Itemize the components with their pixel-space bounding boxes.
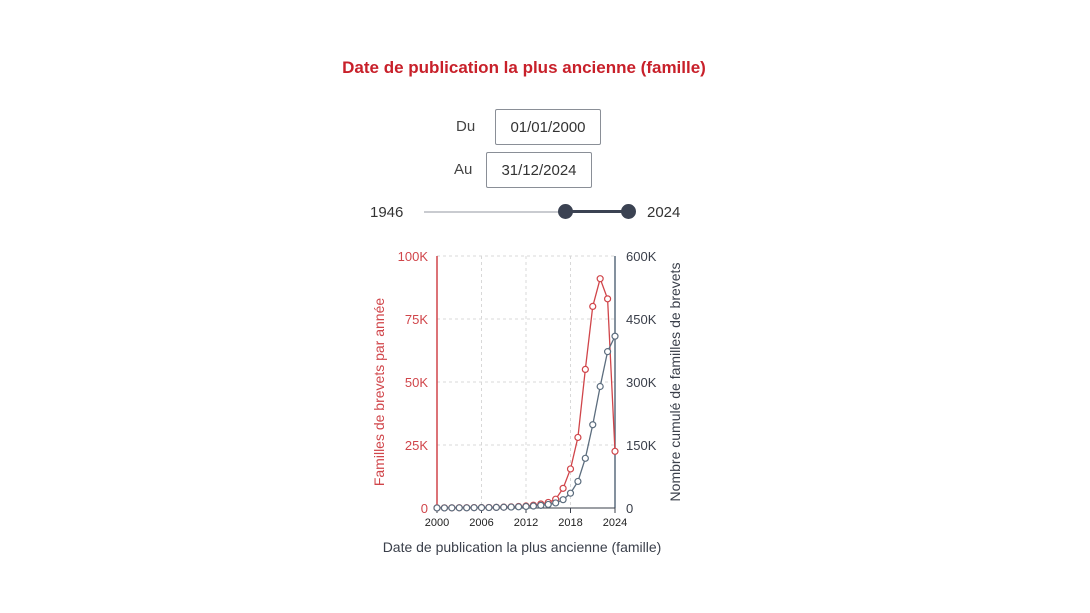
y-left-tick-label: 50K xyxy=(405,375,428,390)
annual-point xyxy=(582,366,588,372)
cumulative-point xyxy=(493,504,499,510)
x-axis-title: Date de publication la plus ancienne (fa… xyxy=(383,539,662,555)
x-tick-label: 2000 xyxy=(425,517,449,529)
cumulative-point xyxy=(553,500,559,506)
annual-point xyxy=(590,303,596,309)
y-left-tick-label: 0 xyxy=(421,501,428,516)
cumulative-point xyxy=(597,383,603,389)
cumulative-point xyxy=(538,502,544,508)
cumulative-point xyxy=(456,505,462,511)
cumulative-point xyxy=(501,504,507,510)
y-left-tick-label: 75K xyxy=(405,312,428,327)
y-right-tick-label: 300K xyxy=(626,375,657,390)
cumulative-point xyxy=(590,422,596,428)
y-left-tick-label: 25K xyxy=(405,438,428,453)
annual-point xyxy=(560,485,566,491)
cumulative-point xyxy=(582,455,588,461)
x-tick-label: 2006 xyxy=(469,517,493,529)
cumulative-point xyxy=(605,349,611,355)
cumulative-point xyxy=(486,505,492,511)
cumulative-point xyxy=(441,505,447,511)
cumulative-point xyxy=(434,505,440,511)
y-right-tick-label: 450K xyxy=(626,312,657,327)
annual-point xyxy=(568,466,574,472)
chart-grid xyxy=(437,256,615,508)
cumulative-point xyxy=(575,478,581,484)
x-tick-label: 2018 xyxy=(558,517,582,529)
y-right-tick-label: 0 xyxy=(626,501,633,516)
cumulative-point xyxy=(508,504,514,510)
cumulative-point xyxy=(516,504,522,510)
cumulative-point xyxy=(530,503,536,509)
cumulative-point xyxy=(523,503,529,509)
cumulative-point xyxy=(464,505,470,511)
y-right-axis-title: Nombre cumulé de familles de brevets xyxy=(667,263,683,502)
cumulative-line xyxy=(437,336,615,508)
cumulative-point xyxy=(612,333,618,339)
y-right-tick-label: 600K xyxy=(626,249,657,264)
annual-point xyxy=(605,296,611,302)
y-right-tick-label: 150K xyxy=(626,438,657,453)
cumulative-point xyxy=(545,501,551,507)
y-left-axis-title: Familles de brevets par année xyxy=(371,298,387,487)
x-tick-label: 2012 xyxy=(514,517,538,529)
annual-point xyxy=(612,448,618,454)
cumulative-point xyxy=(479,505,485,511)
cumulative-point xyxy=(471,505,477,511)
y-left-tick-label: 100K xyxy=(398,249,429,264)
cumulative-point xyxy=(560,497,566,503)
x-tick-label: 2024 xyxy=(603,517,627,529)
cumulative-point xyxy=(568,490,574,496)
cumulative-point xyxy=(449,505,455,511)
annual-point xyxy=(597,276,603,282)
annual-point xyxy=(575,434,581,440)
